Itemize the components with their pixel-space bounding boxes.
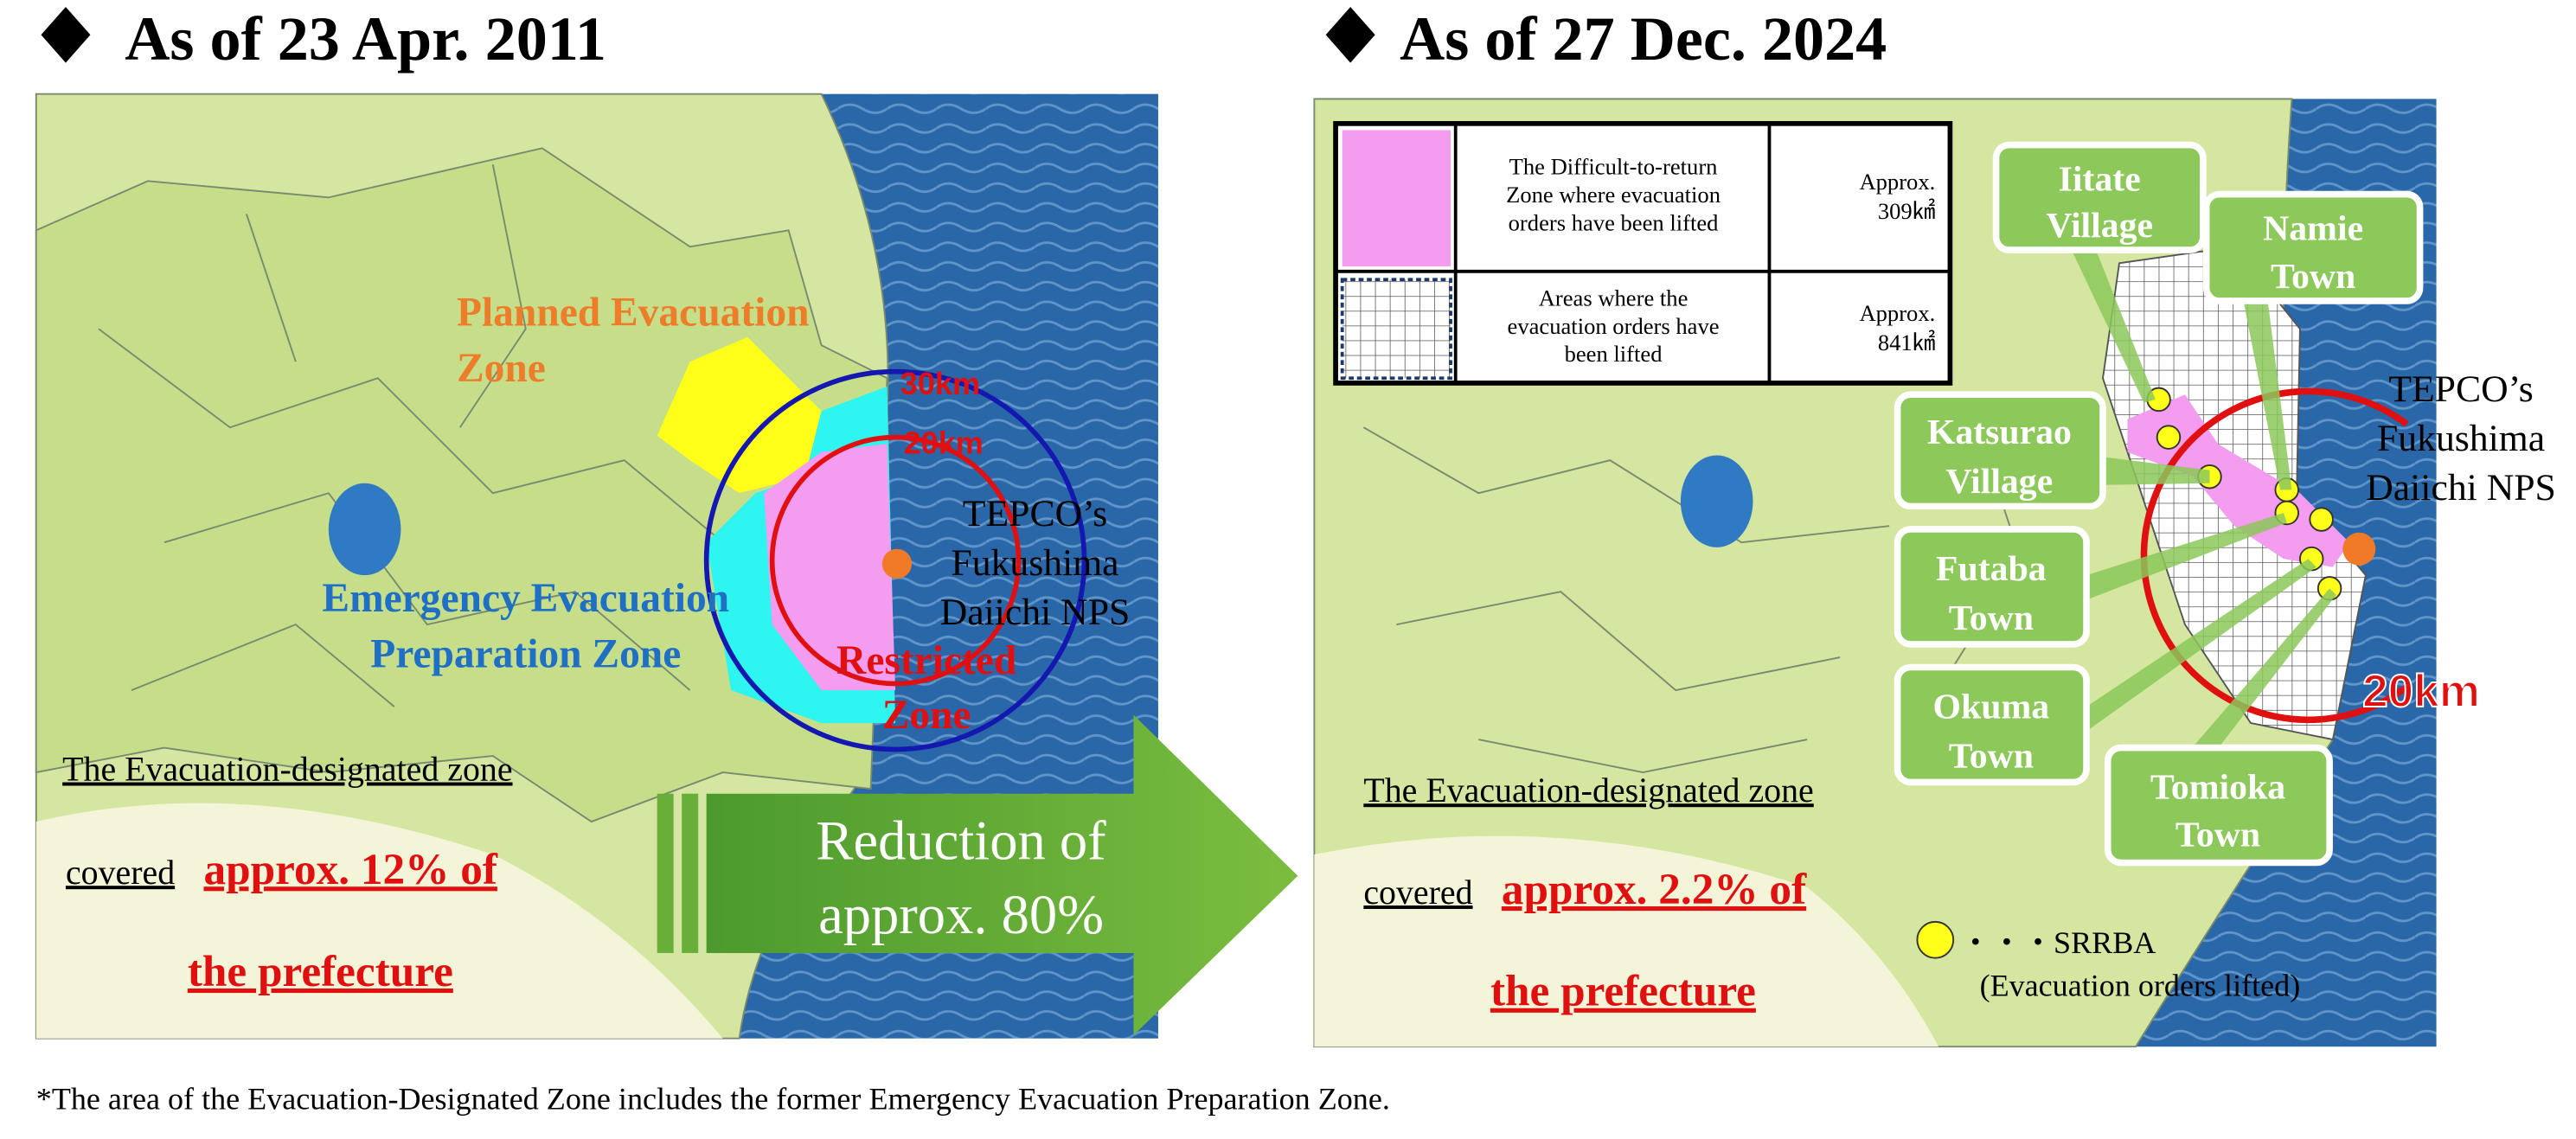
zone-label: Planned Evacuation — [457, 290, 810, 335]
legend-area: Approx. — [1859, 300, 1935, 326]
legend-text: The Difficult-to-return — [1509, 154, 1718, 180]
zone-label: Preparation Zone — [370, 632, 681, 677]
zone-label: Restricted — [836, 638, 1016, 683]
left-title: As of 23 Apr. 2011 — [125, 4, 606, 74]
ring-label: 30km — [900, 366, 980, 401]
ring-label: 20km — [904, 426, 984, 461]
nps-label: Daiichi NPS — [940, 592, 1131, 633]
left-map — [35, 93, 1158, 1040]
zone-label: Zone — [882, 693, 971, 738]
arrow-text: Reduction of — [816, 809, 1106, 872]
town-label: Town — [1949, 736, 2034, 776]
summary-share: approx. 12% of — [204, 845, 498, 894]
srrba-label: (Evacuation orders lifted) — [1980, 968, 2301, 1002]
summary-share: the prefecture — [188, 947, 453, 996]
town-label: Village — [1946, 462, 2054, 502]
nps-label: Fukushima — [2377, 418, 2545, 459]
town-label: Katsurao — [1927, 413, 2072, 452]
legend-text: evacuation orders have — [1508, 313, 1720, 339]
legend-area: Approx. — [1859, 169, 1935, 195]
zone-label: Emergency Evacuation — [322, 576, 729, 621]
town-label: Village — [2046, 206, 2153, 246]
ring-label: 20km — [2362, 666, 2480, 717]
nps-label: Fukushima — [951, 542, 1118, 584]
summary-share: approx. 2.2% of — [1502, 865, 1807, 914]
srrba-label: ・・・SRRBA — [1960, 925, 2156, 960]
nps-label: Daiichi NPS — [2366, 467, 2556, 509]
summary: The Evacuation-designated zone — [62, 750, 512, 789]
legend-text: been lifted — [1565, 341, 1663, 367]
arrow-text: approx. 80% — [818, 883, 1104, 945]
legend — [1333, 121, 1953, 386]
town-label: Namie — [2263, 209, 2363, 249]
footnote: *The area of the Evacuation-Designated Z… — [36, 1081, 1390, 1116]
nps-label: TEPCO’s — [2388, 368, 2533, 410]
summary: covered — [66, 853, 175, 892]
legend-area: 309㎢ — [1878, 198, 1935, 224]
summary: covered — [1363, 873, 1472, 912]
arrow — [657, 714, 1298, 1035]
nps-label: TEPCO’s — [963, 493, 1107, 534]
town-label: Tomioka — [2150, 767, 2285, 807]
diamond — [41, 7, 91, 63]
summary-share: the prefecture — [1490, 967, 1756, 1016]
summary: The Evacuation-designated zone — [1363, 771, 1813, 809]
town-label: Futaba — [1936, 549, 2047, 589]
legend-text: orders have been lifted — [1509, 209, 1719, 235]
town-boxes — [1894, 141, 2424, 867]
zone-label: Zone — [457, 346, 546, 391]
town-label: Town — [1949, 598, 2034, 638]
legend-text: Zone where evacuation — [1506, 182, 1721, 208]
legend-text: Areas where the — [1539, 285, 1688, 311]
legend-area: 841㎢ — [1878, 330, 1935, 355]
town-label: Iitate — [2059, 160, 2141, 200]
town-label: Okuma — [1933, 687, 2050, 726]
right-title: As of 27 Dec. 2024 — [1400, 4, 1887, 74]
town-label: Town — [2271, 257, 2355, 297]
town-label: Town — [2176, 816, 2260, 855]
diamond — [1325, 7, 1375, 63]
